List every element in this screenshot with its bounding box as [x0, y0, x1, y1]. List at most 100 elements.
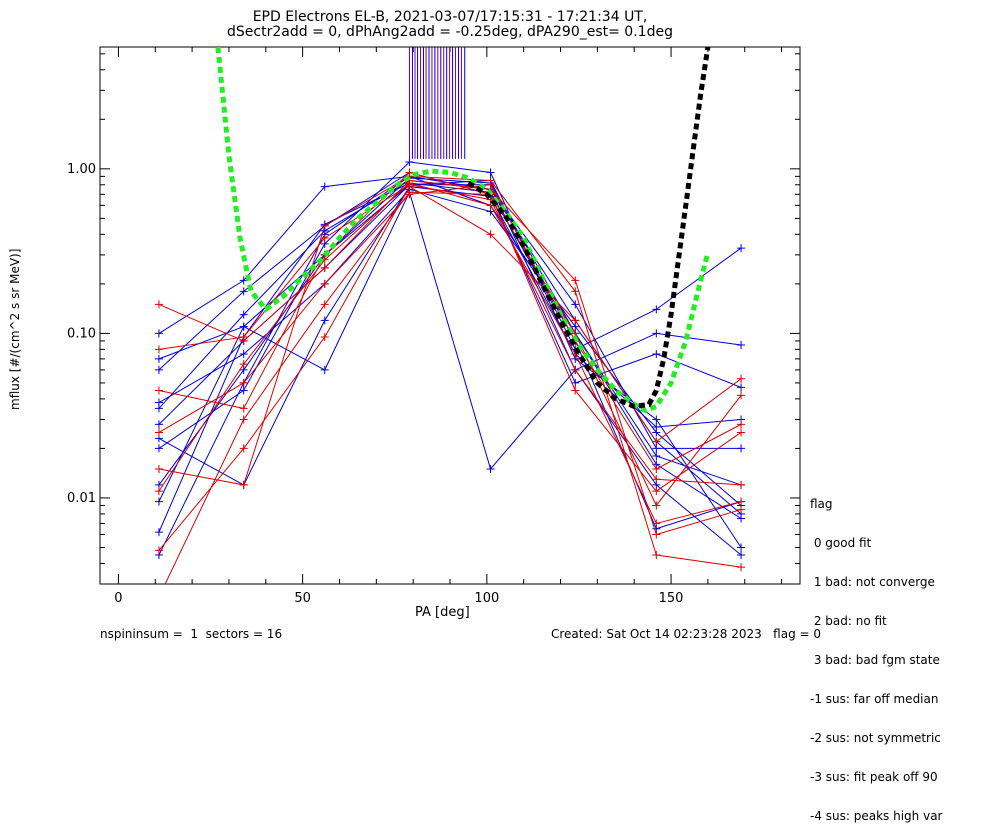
flag-legend: flag 0 good fit 1 bad: not converge 2 ba…	[810, 472, 942, 836]
data-point	[239, 349, 248, 358]
data-point	[154, 528, 163, 537]
series-line	[158, 185, 742, 551]
data-point	[571, 287, 580, 296]
data-point	[154, 444, 163, 453]
data-point	[652, 501, 661, 510]
data-point	[239, 386, 248, 395]
data-point	[154, 329, 163, 338]
y-tick-label: 0.10	[67, 326, 96, 341]
data-point	[320, 365, 329, 374]
x-axis-label: PA [deg]	[415, 605, 470, 620]
data-point	[154, 464, 163, 473]
x-tick-label: 150	[659, 591, 684, 606]
data-point	[239, 480, 248, 489]
data-point	[154, 497, 163, 506]
data-point	[652, 451, 661, 460]
data-point	[571, 300, 580, 309]
x-tick-label: 100	[474, 591, 499, 606]
data-point	[737, 497, 746, 506]
data-point	[405, 158, 414, 167]
data-point	[320, 316, 329, 325]
data-point	[320, 300, 329, 309]
legend-item: -4 sus: peaks high var	[810, 809, 943, 823]
chart-title-line1: EPD Electrons EL-B, 2021-03-07/17:15:31 …	[252, 9, 648, 25]
data-point	[571, 365, 580, 374]
data-point	[652, 444, 661, 453]
data-point	[737, 514, 746, 523]
data-point	[239, 415, 248, 424]
series-line	[158, 175, 742, 568]
data-point	[320, 263, 329, 272]
data-point	[154, 420, 163, 429]
data-point	[405, 179, 414, 188]
chart-title-line2: dSectr2add = 0, dPhAng2add = -0.25deg, d…	[227, 24, 673, 40]
series-line	[158, 182, 742, 525]
data-point	[737, 505, 746, 514]
data-point	[737, 391, 746, 400]
data-point	[737, 374, 746, 383]
data-point	[652, 415, 661, 424]
data-point	[239, 287, 248, 296]
data-point	[737, 551, 746, 560]
y-tick-label: 1.00	[67, 162, 96, 177]
data-point	[571, 378, 580, 387]
data-point	[239, 378, 248, 387]
data-point	[652, 475, 661, 484]
data-point	[737, 480, 746, 489]
series-line	[158, 175, 742, 486]
data-point	[154, 300, 163, 309]
data-point	[652, 422, 661, 431]
series-line	[158, 184, 742, 470]
data-point	[652, 519, 661, 528]
data-point	[571, 386, 580, 395]
y-axis-label: mflux [#/(cm^2 s sr MeV)]	[8, 248, 22, 410]
data-point	[155, 593, 163, 601]
data-point	[320, 182, 329, 191]
legend-item: -3 sus: fit peak off 90	[810, 770, 938, 784]
data-point	[652, 530, 661, 539]
data-point	[652, 349, 661, 358]
data-point	[737, 341, 746, 350]
data-point	[239, 444, 248, 453]
x-tick-label: 50	[294, 591, 311, 606]
data-point	[405, 188, 414, 197]
legend-title: flag	[810, 497, 833, 511]
footer-info: nspininsum = 1 sectors = 16	[100, 627, 283, 641]
data-point	[154, 487, 163, 496]
data-point	[486, 230, 495, 239]
data-point	[737, 420, 746, 429]
data-point	[320, 279, 329, 288]
data-point	[320, 221, 329, 230]
data-point	[154, 386, 163, 395]
legend-item: -1 sus: far off median	[810, 692, 939, 706]
series-line	[164, 191, 742, 584]
data-point	[737, 428, 746, 437]
data-point	[154, 345, 163, 354]
series-line	[158, 171, 742, 492]
data-point	[571, 316, 580, 325]
data-point	[320, 333, 329, 342]
series-line	[158, 184, 742, 486]
series-line	[158, 177, 742, 519]
data-point	[737, 563, 746, 572]
data-point	[571, 276, 580, 285]
data-point	[154, 398, 163, 407]
data-point	[486, 180, 495, 189]
fit-curve-green	[215, 47, 711, 414]
series-line	[158, 188, 742, 506]
data-point	[154, 365, 163, 374]
data-point	[239, 322, 248, 331]
data-point	[154, 546, 163, 555]
legend-item: 3 bad: bad fgm state	[810, 653, 940, 667]
data-point	[652, 464, 661, 473]
data-point	[486, 168, 495, 177]
data-point	[737, 244, 746, 253]
data-point	[652, 305, 661, 314]
data-point	[486, 464, 495, 473]
plot-area	[154, 47, 746, 601]
data-point	[737, 444, 746, 453]
series-line	[158, 186, 742, 486]
series-line	[158, 175, 742, 556]
data-point	[652, 487, 661, 496]
y-tick-label: 0.01	[67, 491, 96, 506]
